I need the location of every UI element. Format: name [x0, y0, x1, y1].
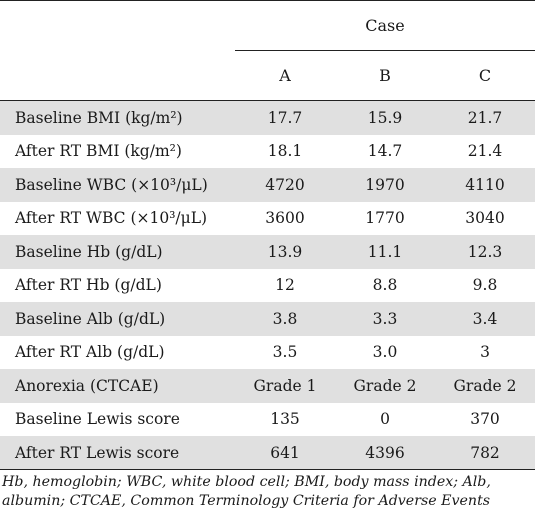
cell-value: 0 — [380, 410, 390, 429]
row-label: After RT Alb (g/dL) — [15, 343, 165, 362]
cell-value: 3.3 — [335, 302, 435, 336]
cell-value: 11.1 — [335, 235, 435, 269]
column-header-b: B — [379, 66, 391, 85]
cell-value: 782 — [435, 436, 535, 470]
cell-value: 8.8 — [372, 276, 398, 295]
row-label: After RT Lewis score — [0, 436, 235, 470]
table-row: After RT Alb (g/dL) 3.5 3.0 3 — [0, 336, 535, 370]
cell-value: 1770 — [365, 209, 405, 228]
cell-value: 4110 — [435, 168, 535, 202]
row-label: Anorexia (CTCAE) — [0, 369, 235, 403]
cell-value: 641 — [235, 436, 335, 470]
row-label: After RT Hb (g/dL) — [15, 276, 162, 295]
row-label: Baseline Alb (g/dL) — [0, 302, 235, 336]
table-row: Baseline Alb (g/dL) 3.8 3.3 3.4 — [0, 302, 535, 336]
cell-value: 3040 — [465, 209, 505, 228]
table-row: Anorexia (CTCAE) Grade 1 Grade 2 Grade 2 — [0, 369, 535, 403]
cell-value: 14.7 — [367, 142, 403, 161]
column-header-a: A — [279, 66, 291, 85]
row-label: Baseline BMI (kg/m²) — [0, 101, 235, 135]
cell-value: 3.0 — [372, 343, 398, 362]
row-label: After RT BMI (kg/m²) — [15, 142, 182, 161]
cell-value: 18.1 — [267, 142, 303, 161]
row-label: After RT WBC (×10³/μL) — [15, 209, 208, 228]
cell-value: 3.8 — [235, 302, 335, 336]
case-group-header: Case — [365, 16, 405, 35]
cell-value: Grade 2 — [435, 369, 535, 403]
top-rule — [0, 0, 535, 1]
cell-value: 9.8 — [472, 276, 498, 295]
cell-value: Grade 2 — [335, 369, 435, 403]
table-row: Baseline Lewis score 135 0 370 — [0, 403, 535, 437]
cell-value: 15.9 — [335, 101, 435, 135]
cell-value: 3 — [480, 343, 490, 362]
table-row: Baseline WBC (×10³/μL) 4720 1970 4110 — [0, 168, 535, 202]
table-row: After RT BMI (kg/m²) 18.1 14.7 21.4 — [0, 135, 535, 169]
table-row: Baseline BMI (kg/m²) 17.7 15.9 21.7 — [0, 101, 535, 135]
table-row: After RT WBC (×10³/μL) 3600 1770 3040 — [0, 202, 535, 236]
column-header-c: C — [478, 66, 492, 85]
cell-value: 3600 — [265, 209, 305, 228]
header-rule — [0, 100, 535, 101]
cell-value: 3.5 — [272, 343, 298, 362]
table-row: After RT Lewis score 641 4396 782 — [0, 436, 535, 470]
cell-value: 4396 — [335, 436, 435, 470]
cell-value: 4720 — [235, 168, 335, 202]
cell-value: 370 — [470, 410, 500, 429]
cell-value: 12 — [275, 276, 295, 295]
row-label: Baseline WBC (×10³/μL) — [0, 168, 235, 202]
cell-value: 17.7 — [235, 101, 335, 135]
cell-value: 13.9 — [235, 235, 335, 269]
table-row: Baseline Hb (g/dL) 13.9 11.1 12.3 — [0, 235, 535, 269]
table-footnote: Hb, hemoglobin; WBC, white blood cell; B… — [2, 474, 491, 509]
cell-value: 3.4 — [435, 302, 535, 336]
cell-value: 1970 — [335, 168, 435, 202]
cell-value: 12.3 — [435, 235, 535, 269]
row-label: Baseline Lewis score — [15, 410, 180, 429]
bottom-rule — [0, 469, 535, 470]
cell-value: 21.4 — [467, 142, 503, 161]
row-label: Baseline Hb (g/dL) — [0, 235, 235, 269]
table-body: Baseline BMI (kg/m²) 17.7 15.9 21.7 Afte… — [0, 101, 535, 470]
table-row: After RT Hb (g/dL) 12 8.8 9.8 — [0, 269, 535, 303]
cell-value: Grade 1 — [235, 369, 335, 403]
cell-value: 135 — [270, 410, 300, 429]
cell-value: 21.7 — [435, 101, 535, 135]
case-rule — [235, 50, 535, 51]
